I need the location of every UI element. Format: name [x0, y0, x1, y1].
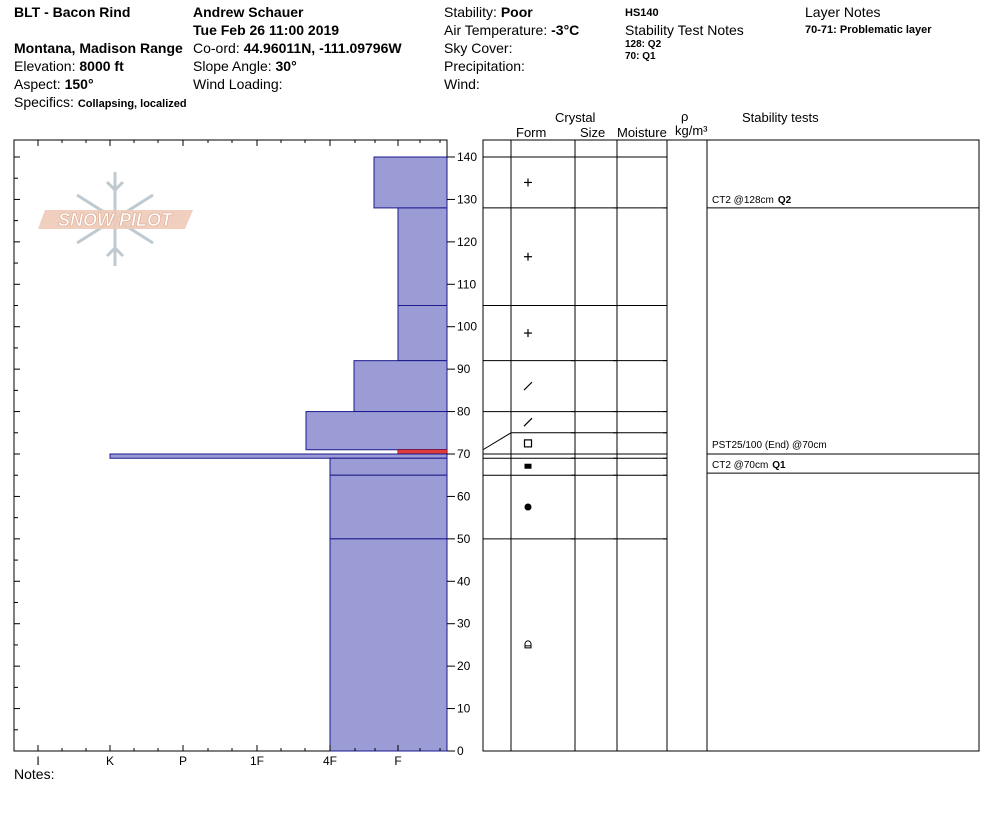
depth-tick-label: 90 [457, 362, 471, 376]
form-header: Form [516, 125, 547, 140]
coord-value: 44.96011N, -111.09796W [243, 40, 402, 56]
precipitation: Precipitation: [444, 58, 525, 74]
specifics-value: Collapsing, localized [77, 98, 187, 110]
elevation-label: Elevation: [14, 58, 76, 74]
density-rho: ρ [681, 109, 689, 124]
depth-tick-label: 70 [457, 447, 471, 461]
slope-angle: Slope Angle: 30° [193, 59, 297, 73]
notes-label: Notes: [14, 766, 55, 782]
ice-formation-icon [524, 463, 532, 469]
air-temp-value: -3°C [551, 22, 580, 38]
decomposing-fragment-icon [523, 381, 533, 391]
coord-label: Co-ord: [193, 40, 240, 56]
location: Montana, Madison Range [14, 40, 183, 56]
depth-tick-label: 60 [457, 489, 471, 503]
depth-tick-label: 30 [457, 617, 471, 631]
depth-tick-label: 140 [457, 150, 477, 164]
elevation-value: 8000 ft [79, 58, 124, 74]
depth-tick-label: 80 [457, 405, 471, 419]
aspect: Aspect: 150° [14, 77, 94, 91]
hardness-bar [397, 207, 448, 307]
stability-note: 70: Q1 [625, 51, 656, 62]
wind-loading: Wind Loading: [193, 76, 283, 92]
stability-value: Poor [500, 4, 533, 20]
hardness-bar [373, 156, 448, 209]
stability-label: Stability: [444, 4, 497, 20]
hardness-tick-label: 1F [250, 754, 264, 768]
hardness-bar [353, 360, 448, 413]
stability: Stability: Poor [444, 5, 533, 19]
moisture-header: Moisture [617, 125, 667, 140]
observer: Andrew Schauer [193, 4, 304, 20]
layer-note-text: Problematic layer [839, 24, 932, 36]
hs-value: HS140 [625, 7, 659, 19]
elevation: Elevation: 8000 ft [14, 59, 124, 73]
stability-note: 128: Q2 [625, 39, 662, 50]
depth-tick-label: 40 [457, 574, 471, 588]
air-temperature: Air Temperature: -3°C [444, 23, 579, 37]
hardness-tick-label: K [106, 754, 114, 768]
hardness-bar [329, 538, 448, 752]
hardness-tick-label: I [36, 754, 39, 768]
density-unit: kg/m³ [675, 123, 708, 138]
depth-tick-label: 0 [457, 744, 464, 758]
hardness-tick-label: P [179, 754, 187, 768]
layer-notes-title: Layer Notes [805, 4, 881, 20]
hardness-bar [305, 411, 448, 451]
hardness-bar [329, 474, 448, 540]
depth-tick-label: 50 [457, 532, 471, 546]
stability-tests-header: Stability tests [742, 110, 819, 125]
sky-cover: Sky Cover: [444, 40, 513, 56]
slope-label: Slope Angle: [193, 58, 272, 74]
depth-tick-label: 120 [457, 235, 477, 249]
depth-tick-label: 10 [457, 702, 471, 716]
decomposing-fragment-icon [523, 417, 533, 427]
layer-note: 70-71: Problematic layer [805, 25, 932, 36]
depth-tick-label: 100 [457, 320, 477, 334]
specifics: Specifics: Collapsing, localized [14, 95, 187, 110]
stability-test-label: CT2 @70cm Q1 [712, 460, 786, 471]
melt-form-icon [524, 640, 532, 649]
stability-test-label: PST25/100 (End) @70cm [712, 440, 827, 451]
faceted-crystal-icon [523, 439, 533, 448]
stability-test-label: CT2 @128cm Q2 [712, 195, 792, 206]
air-temp-label: Air Temperature: [444, 22, 548, 38]
datetime: Tue Feb 26 11:00 2019 [193, 22, 340, 38]
aspect-label: Aspect: [14, 76, 61, 92]
depth-tick-label: 20 [457, 659, 471, 673]
layer-note-key: 70-71: [805, 24, 837, 36]
specifics-label: Specifics: [14, 94, 74, 110]
problem-layer-marker [397, 449, 448, 455]
hardness-bar [109, 453, 448, 459]
aspect-value: 150° [64, 76, 94, 92]
hardness-bar [397, 305, 448, 362]
depth-connector [482, 432, 512, 451]
layer-table-frame [482, 139, 980, 752]
crystal-header: Crystal [555, 110, 596, 125]
wind: Wind: [444, 76, 480, 92]
slope-value: 30° [275, 58, 297, 74]
hardness-tick-label: F [394, 754, 401, 768]
coordinates: Co-ord: 44.96011N, -111.09796W [193, 41, 402, 55]
depth-tick-label: 110 [457, 277, 476, 291]
rounded-grain-icon [524, 503, 532, 511]
depth-tick-label: 130 [457, 192, 477, 206]
size-header: Size [580, 125, 606, 140]
stability-notes-title: Stability Test Notes [625, 22, 744, 38]
hardness-tick-label: 4F [323, 754, 337, 768]
site-name: BLT - Bacon Rind [14, 4, 131, 20]
hardness-bar [329, 457, 448, 476]
